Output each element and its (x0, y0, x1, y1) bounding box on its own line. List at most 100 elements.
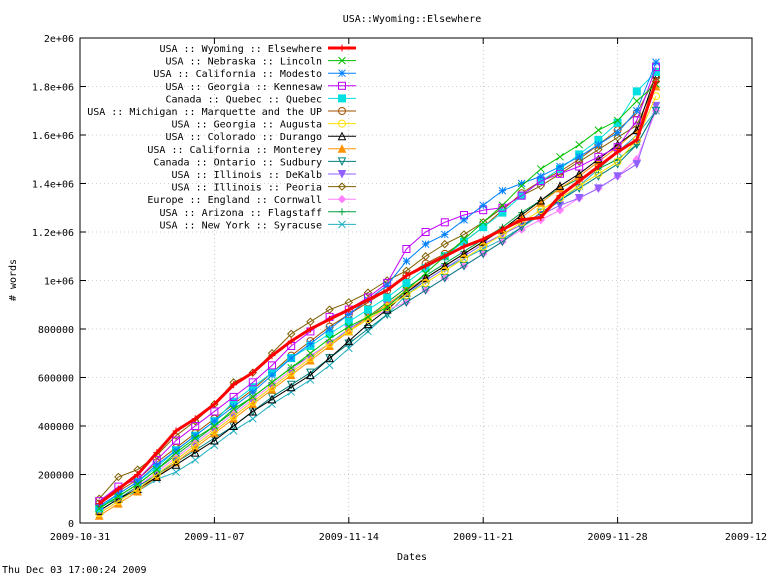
data-point (229, 421, 238, 430)
data-point (95, 500, 103, 508)
data-point (574, 194, 584, 203)
data-point (517, 191, 526, 200)
data-point (325, 361, 334, 370)
data-point (594, 184, 603, 193)
legend-swatch (328, 144, 356, 153)
data-point (286, 382, 296, 392)
x-axis-label: Dates (397, 552, 427, 563)
data-point (306, 339, 315, 348)
data-point (94, 511, 104, 520)
data-point (536, 206, 545, 215)
data-point (402, 286, 411, 295)
data-point (364, 313, 372, 321)
data-point (306, 376, 315, 384)
data-point (210, 426, 219, 435)
data-point (133, 480, 142, 489)
data-point (363, 319, 373, 329)
data-point (537, 213, 545, 221)
data-point (594, 172, 603, 181)
legend-marker (338, 56, 346, 65)
data-point (210, 441, 219, 450)
legend-marker (338, 69, 346, 78)
data-point (478, 237, 488, 246)
legend-marker (337, 194, 347, 204)
data-point (383, 303, 392, 312)
legend-swatch (328, 182, 356, 191)
data-point (459, 249, 469, 258)
data-point (114, 492, 123, 501)
data-point (268, 378, 276, 387)
data-point (383, 293, 392, 302)
data-point (306, 355, 315, 365)
data-point (191, 441, 200, 450)
data-point (652, 58, 660, 67)
legend-swatch (328, 157, 356, 167)
data-point (633, 136, 641, 144)
legend-label: USA :: Illinois :: DeKalb (171, 170, 322, 181)
data-point (498, 208, 507, 217)
data-point (152, 460, 161, 469)
data-point (632, 116, 641, 125)
data-point (402, 244, 411, 253)
data-point (325, 341, 334, 350)
data-point (460, 235, 468, 244)
data-point (556, 152, 564, 161)
legend-label: USA :: Arizona :: Flagstaff (159, 208, 322, 219)
data-point (286, 329, 296, 339)
data-point (575, 162, 584, 171)
data-point (191, 456, 200, 464)
y-tick-label: 1.4e+06 (32, 180, 74, 191)
data-point (556, 192, 564, 200)
data-point (344, 310, 353, 319)
data-point (363, 288, 373, 297)
y-tick-label: 1.6e+06 (32, 131, 74, 142)
data-point (191, 434, 200, 442)
data-point (594, 154, 603, 164)
data-point (555, 181, 565, 190)
data-point (248, 378, 257, 387)
data-point (575, 140, 584, 149)
data-point (306, 349, 315, 358)
series-line (98, 83, 657, 509)
data-point (172, 446, 180, 455)
legend-swatch (328, 194, 356, 204)
data-point (402, 257, 411, 265)
legend-swatch (328, 81, 356, 90)
y-tick-label: 800000 (38, 325, 74, 336)
legend-swatch (328, 170, 356, 179)
data-point (114, 490, 123, 498)
series-group (94, 58, 661, 520)
chart-title: USA::Wyoming::Elsewhere (343, 14, 481, 25)
data-point (651, 106, 661, 116)
series-1 (95, 78, 660, 508)
legend-swatch (328, 119, 356, 128)
x-tick-label: 2009-11-21 (453, 532, 513, 543)
data-point (306, 317, 315, 326)
data-point (152, 472, 162, 481)
data-point (287, 337, 295, 345)
x-tick-label: 2009-11-28 (587, 532, 647, 543)
data-point (248, 388, 257, 396)
data-point (364, 305, 372, 314)
data-point (440, 239, 450, 249)
data-point (344, 322, 353, 331)
legend-marker (337, 157, 347, 167)
y-tick-label: 0 (68, 519, 74, 530)
legend-swatch (328, 107, 356, 115)
data-point (632, 106, 641, 115)
data-point (421, 278, 430, 287)
x-tick-label: 2009-10-31 (50, 532, 110, 543)
legend-swatch (328, 56, 356, 65)
series-2 (95, 80, 660, 513)
legend-marker (338, 94, 346, 103)
legend-swatch (328, 69, 356, 78)
data-point (421, 228, 430, 236)
legend-swatch (328, 44, 356, 52)
data-point (556, 162, 564, 171)
data-point (133, 477, 142, 486)
y-tick-label: 200000 (38, 471, 74, 482)
data-point (114, 472, 123, 482)
data-point (536, 208, 546, 218)
data-point (402, 291, 411, 300)
